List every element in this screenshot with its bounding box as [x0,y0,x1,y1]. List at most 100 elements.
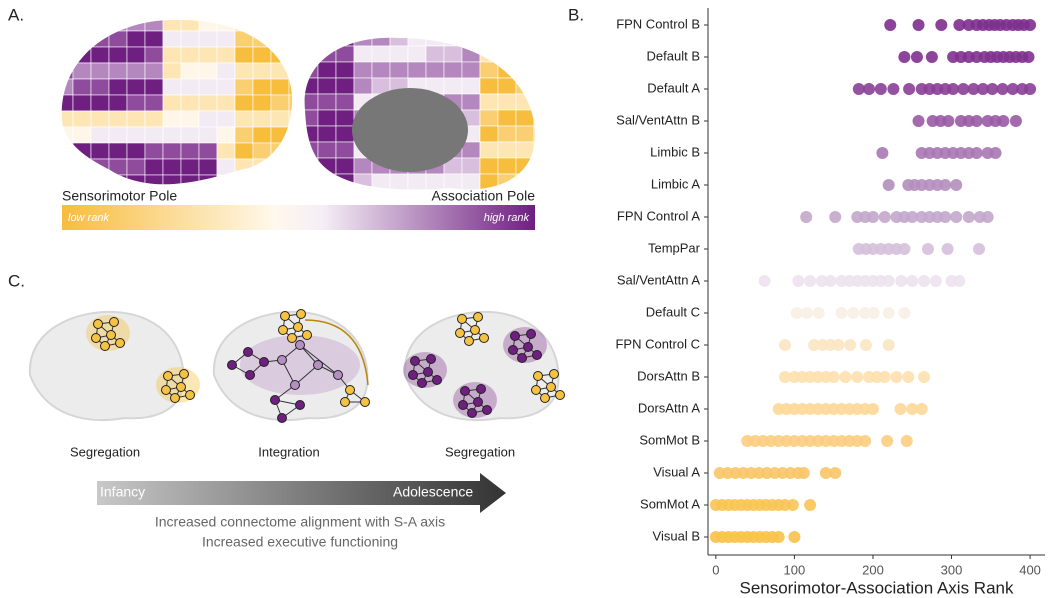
brain-parcel [461,141,481,159]
brain-parcel [72,158,92,176]
brain-parcel [304,173,319,190]
y-tick-label: TempPar [648,240,701,255]
dot [812,307,825,319]
network-node [479,333,489,343]
dot [906,403,919,415]
brain-parcel [72,46,92,64]
network-node [100,341,110,351]
network-node [313,360,323,370]
network-node [277,355,287,365]
brain-parcel [497,93,517,111]
dot [800,307,813,319]
brain-parcel [180,174,200,185]
brain-parcel [443,61,463,79]
dot [929,275,942,287]
y-tick-label: Default B [647,48,700,63]
dot [976,83,989,95]
dot [790,307,803,319]
network-node [115,338,125,348]
brain-parcel [126,142,146,160]
brain-outline [403,310,560,422]
dot [876,147,889,159]
brain-parcel [515,141,535,159]
brain-parcel [288,19,293,32]
network-node [555,390,565,400]
brain-parcel [234,110,254,128]
development-diagram [28,309,565,423]
dot [953,275,966,287]
brain-parcel [497,77,517,95]
pole-label: Association Pole [431,188,535,204]
brain-parcel [61,46,74,64]
dot [953,19,966,31]
network-node [546,382,556,392]
brain-parcel [181,191,199,207]
brain-parcel [443,37,463,47]
brain-parcel [270,110,290,128]
dot [863,83,876,95]
network-node [457,314,467,324]
dot [792,275,805,287]
brain-parcel [479,37,499,47]
brain-parcel [144,46,164,64]
brain-parcel [335,37,355,47]
dot [939,211,952,223]
dot [989,147,1002,159]
brain-parcel [317,141,337,159]
dot [1024,83,1037,95]
network-node [227,360,237,370]
arrow-start: Infancy [100,484,145,500]
brain-parcel [317,125,337,143]
brain-parcel [90,78,110,96]
network-node [179,369,189,379]
dot [786,499,799,511]
brain-parcel [252,110,272,128]
brain-parcel [126,126,146,144]
brain-parcel [479,109,499,127]
network-node [423,367,433,377]
brain-parcel [497,45,517,63]
brain-parcel [252,94,272,112]
brain-parcel [126,78,146,96]
y-tick-label: Sal/VentAttn B [616,112,700,127]
network-node [340,397,350,407]
brain-parcel [317,61,337,79]
dot [867,307,880,319]
brain-parcel [198,62,218,80]
x-tick-label: 400 [1019,562,1041,577]
brain-parcel [533,157,536,175]
brain-parcel [108,19,128,32]
brain-parcel [407,61,427,79]
brain-parcel [144,19,164,32]
network-node [473,312,483,322]
brain-parcel [270,94,290,112]
dot [866,403,879,415]
brain-parcel [271,191,289,207]
network-node [295,400,305,410]
brain-parcel [108,94,128,112]
pole-label: Sensorimotor Pole [62,188,177,204]
brain-parcel [479,61,499,79]
dot [887,83,900,95]
brain-parcel [217,191,235,207]
dot [935,19,948,31]
dot [898,307,911,319]
brain-parcel [252,62,272,80]
dot [950,179,963,191]
brain-parcel [461,45,481,63]
brain-parcel [61,142,74,160]
dot [808,339,821,351]
brain-parcel [371,173,391,190]
brain-parcel [144,62,164,80]
brain-parcel [198,158,218,176]
brain-parcel [252,142,272,160]
dot [912,115,925,127]
brain-parcel [180,19,200,32]
brain-parcel [407,45,427,63]
stage-label: Integration [258,444,319,459]
brain-parcel [371,45,391,63]
brain-parcel [108,110,128,128]
lateral-brain [61,19,293,207]
network-node [293,322,303,332]
brain-parcel [252,126,272,144]
